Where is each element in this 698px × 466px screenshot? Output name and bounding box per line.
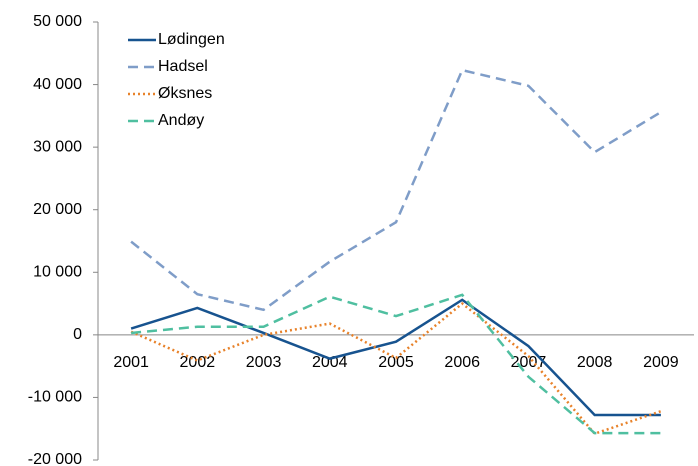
legend-label: Øksnes — [158, 85, 212, 102]
line-series — [130, 293, 661, 435]
line-series — [130, 68, 662, 312]
y-tick-label: 30 000 — [33, 138, 82, 155]
y-tick-label: -20 000 — [28, 451, 82, 466]
y-tick-label: -10 000 — [28, 389, 82, 406]
x-tick-label: 2005 — [378, 354, 414, 371]
y-tick-label: 20 000 — [33, 201, 82, 218]
x-tick-label: 2004 — [312, 354, 348, 371]
y-tick-label: 0 — [73, 326, 82, 343]
line-series — [130, 298, 661, 417]
x-tick-label: 2009 — [643, 354, 679, 371]
x-tick-label: 2008 — [577, 354, 613, 371]
y-tick-label: 50 000 — [33, 13, 82, 30]
x-tick-label: 2003 — [246, 354, 282, 371]
x-tick-label: 2006 — [444, 354, 480, 371]
line-series — [130, 301, 662, 436]
y-tick-label: 10 000 — [33, 264, 82, 281]
y-tick-label: 40 000 — [33, 76, 82, 93]
legend-label: Andøy — [158, 112, 204, 129]
legend-label: Hadsel — [158, 58, 208, 75]
x-tick-label: 2001 — [113, 354, 149, 371]
legend-label: Lødingen — [158, 31, 225, 48]
